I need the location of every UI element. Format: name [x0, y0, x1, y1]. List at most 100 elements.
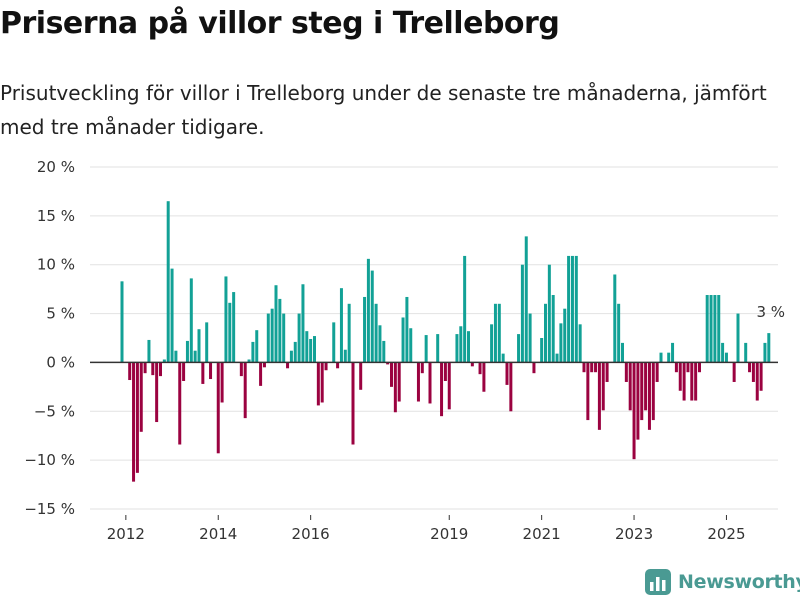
bar [428, 362, 432, 404]
bar [147, 339, 151, 363]
bar [339, 288, 343, 363]
bar [239, 362, 243, 377]
bar [251, 341, 255, 363]
bar [162, 359, 166, 363]
bar [243, 362, 247, 419]
bar [744, 342, 748, 363]
bar [174, 350, 178, 363]
bar [135, 362, 139, 473]
bar [586, 362, 590, 421]
bar [493, 303, 497, 363]
bar [397, 362, 401, 402]
bar [551, 295, 555, 363]
bar [401, 317, 405, 363]
gridlines [90, 166, 778, 510]
bar [490, 324, 494, 363]
bar [497, 303, 501, 363]
bar [632, 362, 636, 460]
bar [547, 264, 551, 363]
bar [313, 336, 316, 363]
bar [301, 284, 305, 363]
bar [763, 342, 767, 363]
bar [185, 340, 189, 363]
bar [678, 362, 682, 391]
y-tick-label: −15 % [24, 500, 75, 518]
bar [594, 362, 598, 373]
bar [343, 349, 347, 363]
bar [170, 268, 174, 363]
bar [370, 270, 374, 363]
bar [259, 362, 263, 386]
bar [447, 362, 451, 410]
bar [132, 362, 136, 482]
y-tick-label: −5 % [34, 402, 75, 420]
bar [520, 264, 524, 363]
bar [647, 362, 651, 430]
bar [605, 362, 609, 382]
bar [270, 308, 274, 363]
bar [197, 329, 201, 363]
bar [570, 255, 574, 363]
bar [655, 362, 659, 382]
bar [709, 295, 713, 363]
bar [698, 362, 701, 373]
bar [255, 330, 259, 363]
bar [336, 362, 340, 369]
bar [420, 362, 424, 374]
bar [274, 285, 278, 363]
newsworthy-logo: Newsworthy [645, 566, 800, 598]
bar [262, 362, 266, 368]
bar [166, 201, 170, 363]
bar [682, 362, 686, 401]
bars [120, 201, 771, 482]
bar [459, 326, 463, 363]
bar [347, 303, 351, 363]
bar [482, 362, 486, 392]
bar [640, 362, 644, 421]
bar [282, 313, 286, 363]
bar [278, 298, 282, 363]
x-tick-label: 2016 [292, 525, 330, 543]
bar [443, 362, 447, 381]
x-tick-label: 2025 [707, 525, 745, 543]
bar [316, 362, 320, 406]
bar [524, 236, 528, 363]
bar [528, 313, 532, 363]
axes: 20 % 15 % 10 % 5 % 0 % −5 % −10 % −15 % 2012 2014… [24, 158, 785, 543]
bar [393, 362, 397, 413]
bar [143, 362, 147, 374]
bar [509, 362, 513, 412]
bar [201, 362, 205, 384]
bar [405, 296, 409, 363]
x-tick-label: 2019 [430, 525, 468, 543]
bar [309, 338, 313, 363]
bar [613, 274, 617, 363]
y-tick-label: 15 % [37, 207, 75, 225]
bar [189, 278, 193, 363]
x-tick-label: 2014 [199, 525, 237, 543]
bar [578, 324, 582, 363]
bar [463, 255, 467, 363]
bar [178, 362, 182, 445]
bar [440, 362, 444, 417]
bar [767, 333, 771, 363]
bar [574, 255, 578, 363]
bar [732, 362, 736, 382]
bar [590, 362, 594, 373]
bar [736, 313, 740, 363]
bar [713, 295, 717, 363]
bar [559, 323, 563, 363]
chart-subtitle: Prisutveckling för villor i Trelleborg u… [0, 81, 767, 139]
bar [247, 359, 251, 363]
bar [359, 362, 363, 390]
bar [721, 342, 725, 363]
bar [159, 362, 162, 377]
bar [540, 338, 544, 363]
bar [209, 362, 213, 380]
bar [563, 308, 567, 363]
bar [759, 362, 763, 391]
bar [363, 296, 367, 363]
bar [224, 276, 228, 363]
x-tick-label: 2012 [107, 525, 145, 543]
y-tick-label: 20 % [37, 158, 75, 176]
